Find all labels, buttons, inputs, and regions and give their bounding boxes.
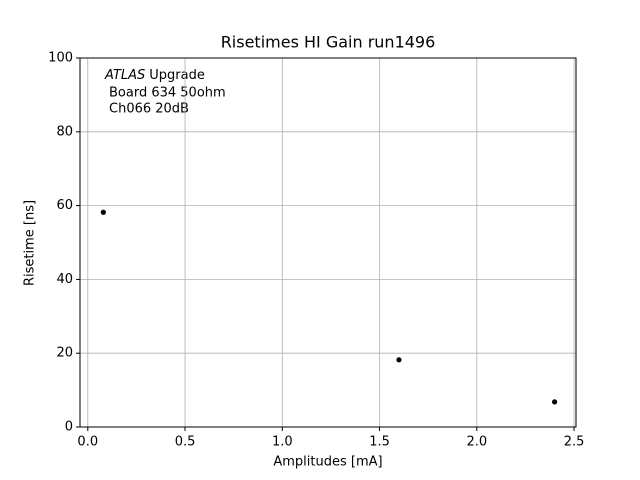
point [396, 357, 402, 363]
y-tick-label: 40 [56, 272, 73, 287]
y-axis-label: Risetime [ns] [23, 200, 38, 286]
x-tick-label: 0.0 [77, 435, 98, 450]
annotation-line: Ch066 20dB [109, 102, 189, 117]
point [100, 209, 106, 215]
y-tick-label: 0 [65, 420, 73, 435]
point [552, 399, 558, 405]
x-tick-label: 2.5 [564, 435, 585, 450]
x-tick-label: 2.0 [466, 435, 487, 450]
y-tick-label: 20 [56, 346, 73, 361]
y-tick-label: 100 [48, 51, 73, 66]
chart-title: Risetimes HI Gain run1496 [221, 33, 436, 52]
plot-frame [79, 57, 577, 428]
annotation-line: Board 634 50ohm [109, 86, 226, 101]
x-tick-label: 1.0 [272, 435, 293, 450]
annotation-italic: ATLAS [104, 68, 145, 83]
y-tick-label: 80 [56, 124, 73, 139]
x-axis-label: Amplitudes [mA] [273, 455, 382, 470]
x-tick-label: 1.5 [369, 435, 390, 450]
annotation-line: Upgrade [149, 68, 205, 83]
annotation: ATLAS Upgrade [104, 68, 205, 83]
y-tick-label: 60 [56, 198, 73, 213]
x-tick-label: 0.5 [175, 435, 196, 450]
